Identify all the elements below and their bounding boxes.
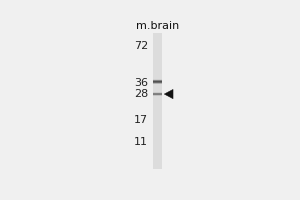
Text: 36: 36 <box>134 78 148 88</box>
Text: 11: 11 <box>134 137 148 147</box>
Text: 28: 28 <box>134 89 148 99</box>
Text: 72: 72 <box>134 41 148 51</box>
Text: m.brain: m.brain <box>136 21 179 31</box>
Polygon shape <box>164 89 173 99</box>
Text: 17: 17 <box>134 115 148 125</box>
Bar <box>153 33 162 169</box>
